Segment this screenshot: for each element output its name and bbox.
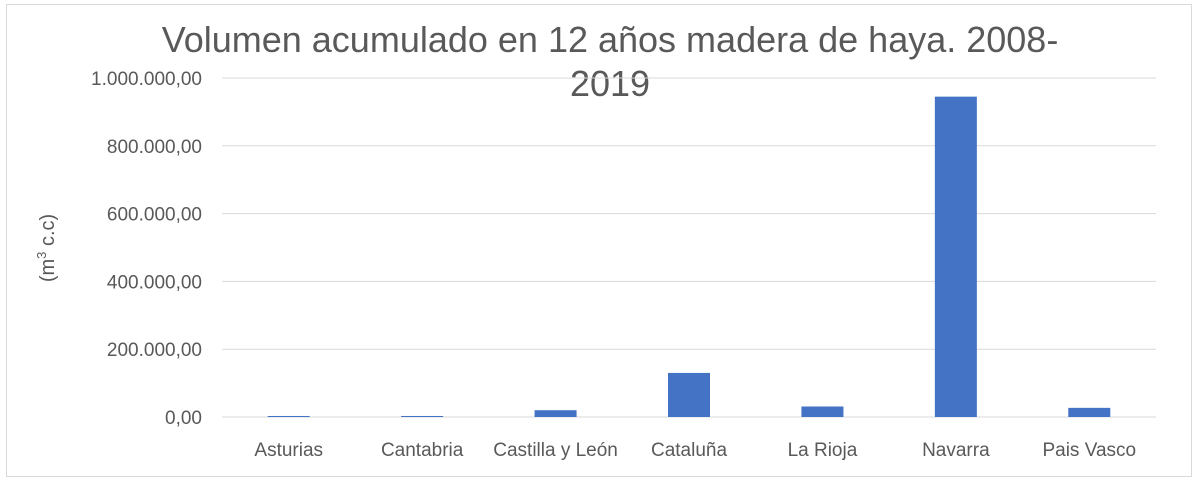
y-axis-label-pre: (m xyxy=(37,259,59,282)
y-axis-label: (m3 c.c) xyxy=(34,214,59,282)
x-category-label: Cantabria xyxy=(381,440,464,461)
bar xyxy=(534,410,577,417)
bar xyxy=(668,372,710,417)
x-category-label: Cataluña xyxy=(651,440,727,461)
y-tick-label: 0,00 xyxy=(165,408,202,429)
bar xyxy=(1068,407,1111,417)
y-axis-label-post: c.c) xyxy=(37,214,59,252)
x-category-labels: Asturias Cantabria Castilla y León Cataluña… xyxy=(254,440,1136,461)
x-category-label: Asturias xyxy=(254,440,323,461)
bar xyxy=(401,415,444,417)
y-tick-label: 200.000,00 xyxy=(107,340,202,361)
x-category-label: Navarra xyxy=(922,440,990,461)
bar xyxy=(801,406,844,417)
gridlines xyxy=(222,77,1156,418)
x-category-label: La Rioja xyxy=(788,440,858,461)
y-tick-labels: 0,00 200.000,00 400.000,00 600.000,00 800.00… xyxy=(91,69,202,429)
chart-frame xyxy=(6,4,1192,477)
x-category-label: Pais Vasco xyxy=(1042,440,1136,461)
y-axis-label-sup: 3 xyxy=(34,252,49,259)
chart-title-line2: 2019 xyxy=(570,63,650,104)
x-category-label: Castilla y León xyxy=(493,440,618,461)
bars xyxy=(267,96,1111,418)
chart-title-line1: Volumen acumulado en 12 años madera de h… xyxy=(162,19,1059,60)
y-tick-label: 600.000,00 xyxy=(107,205,202,226)
y-tick-label: 1.000.000,00 xyxy=(91,69,202,90)
bar xyxy=(934,96,977,418)
y-tick-label: 400.000,00 xyxy=(107,272,202,293)
bar xyxy=(267,415,310,417)
y-tick-label: 800.000,00 xyxy=(107,137,202,158)
